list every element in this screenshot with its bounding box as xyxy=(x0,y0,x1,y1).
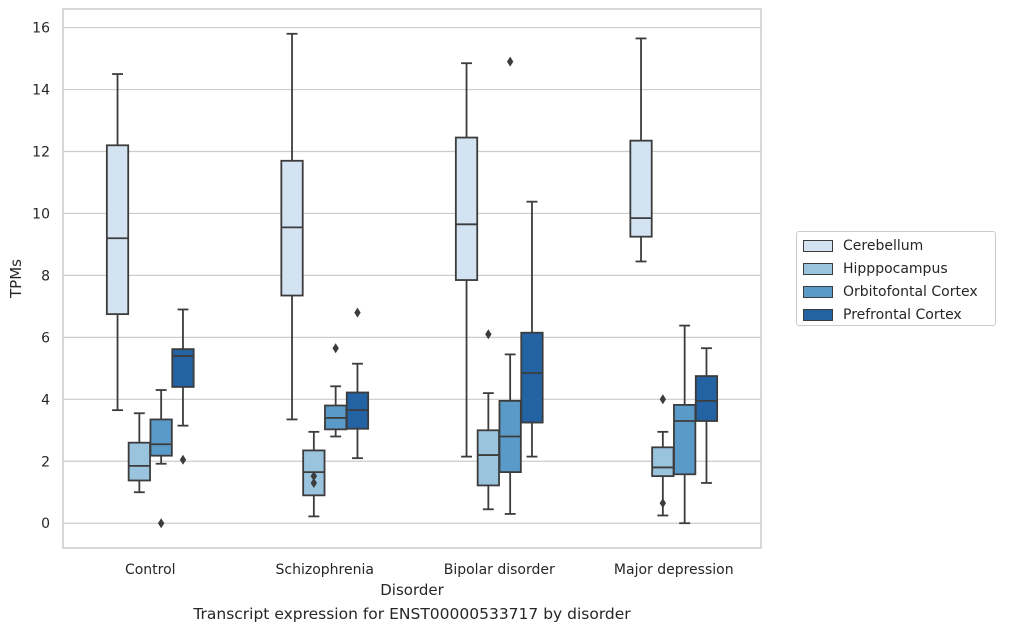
box-cerebellum-schizophrenia xyxy=(280,32,304,421)
outlier-point xyxy=(310,477,318,488)
outlier-point xyxy=(179,454,187,465)
box-orbitofontal-cortex-schizophrenia xyxy=(324,343,348,438)
box-hipppocampus-control xyxy=(127,412,151,494)
box-body xyxy=(171,348,195,388)
x-tick-label: Bipolar disorder xyxy=(444,562,555,578)
box-orbitofontal-cortex-bipolar-disorder xyxy=(498,56,522,515)
x-tick-label: Control xyxy=(125,562,176,578)
y-tick-label: 10 xyxy=(32,206,50,222)
box-orbitofontal-cortex-major-depression xyxy=(673,324,697,525)
box-hipppocampus-major-depression xyxy=(651,394,675,517)
box-body xyxy=(673,403,697,476)
y-tick-label: 14 xyxy=(32,83,50,99)
y-tick-label: 2 xyxy=(41,454,50,470)
outlier-point xyxy=(332,343,339,354)
x-tick-label: Major depression xyxy=(614,562,734,578)
y-tick-label: 16 xyxy=(32,21,50,37)
legend-swatch xyxy=(803,286,833,298)
legend-label: Orbitofontal Cortex xyxy=(843,284,978,300)
box-hipppocampus-bipolar-disorder xyxy=(476,329,500,511)
outlier-point xyxy=(157,518,165,529)
legend-label: Prefrontal Cortex xyxy=(843,307,962,323)
legend-item: Hipppocampus xyxy=(803,258,948,280)
chart-caption: Transcript expression for ENST0000053371… xyxy=(193,605,631,623)
box-cerebellum-major-depression xyxy=(629,37,653,263)
y-axis-label: TPMs xyxy=(7,259,25,299)
outlier-point xyxy=(659,394,667,405)
outlier-point xyxy=(310,471,318,482)
box-prefrontal-cortex-control xyxy=(171,308,195,465)
x-axis-label: Disorder xyxy=(380,581,444,599)
outlier-point xyxy=(506,56,514,67)
gridlines xyxy=(63,26,761,524)
box-body xyxy=(651,446,675,478)
boxes xyxy=(105,32,719,529)
y-tick-label: 12 xyxy=(32,144,50,160)
legend-swatch xyxy=(803,263,833,275)
y-tick-label: 4 xyxy=(41,392,50,408)
box-prefrontal-cortex-major-depression xyxy=(694,347,719,484)
outlier-point xyxy=(659,498,667,509)
outlier-point xyxy=(354,307,361,318)
y-tick-label: 0 xyxy=(41,516,50,532)
box-body xyxy=(629,139,653,238)
legend: Cerebellum Hipppocampus Orbitofontal Corte… xyxy=(796,231,996,326)
box-body xyxy=(476,429,500,487)
box-body xyxy=(520,331,544,424)
box-body xyxy=(127,441,151,482)
plot-frame xyxy=(62,8,762,549)
x-tick-labels: Control Schizophrenia Bipolar disorder Majo… xyxy=(125,562,734,578)
y-tick-labels: 0 2 4 6 8 10 12 14 16 xyxy=(32,21,50,533)
legend-label: Hipppocampus xyxy=(843,261,948,277)
legend-swatch xyxy=(803,309,833,321)
box-body xyxy=(454,136,479,281)
legend-item: Orbitofontal Cortex xyxy=(803,281,978,303)
box-orbitofontal-cortex-control xyxy=(149,389,173,529)
legend-item: Cerebellum xyxy=(803,235,923,257)
box-prefrontal-cortex-bipolar-disorder xyxy=(520,200,544,458)
box-body xyxy=(149,418,173,457)
box-body xyxy=(694,375,719,422)
outlier-point xyxy=(485,329,492,340)
legend-swatch xyxy=(803,240,833,252)
box-prefrontal-cortex-schizophrenia xyxy=(345,307,370,460)
box-body xyxy=(105,144,130,316)
x-tick-label: Schizophrenia xyxy=(276,562,374,578)
legend-item: Prefrontal Cortex xyxy=(803,304,962,326)
box-cerebellum-bipolar-disorder xyxy=(454,62,479,458)
box-cerebellum-control xyxy=(105,73,130,412)
box-hipppocampus-schizophrenia xyxy=(302,430,326,518)
legend-label: Cerebellum xyxy=(843,238,924,254)
y-tick-label: 8 xyxy=(41,268,50,284)
y-tick-label: 6 xyxy=(41,330,50,346)
